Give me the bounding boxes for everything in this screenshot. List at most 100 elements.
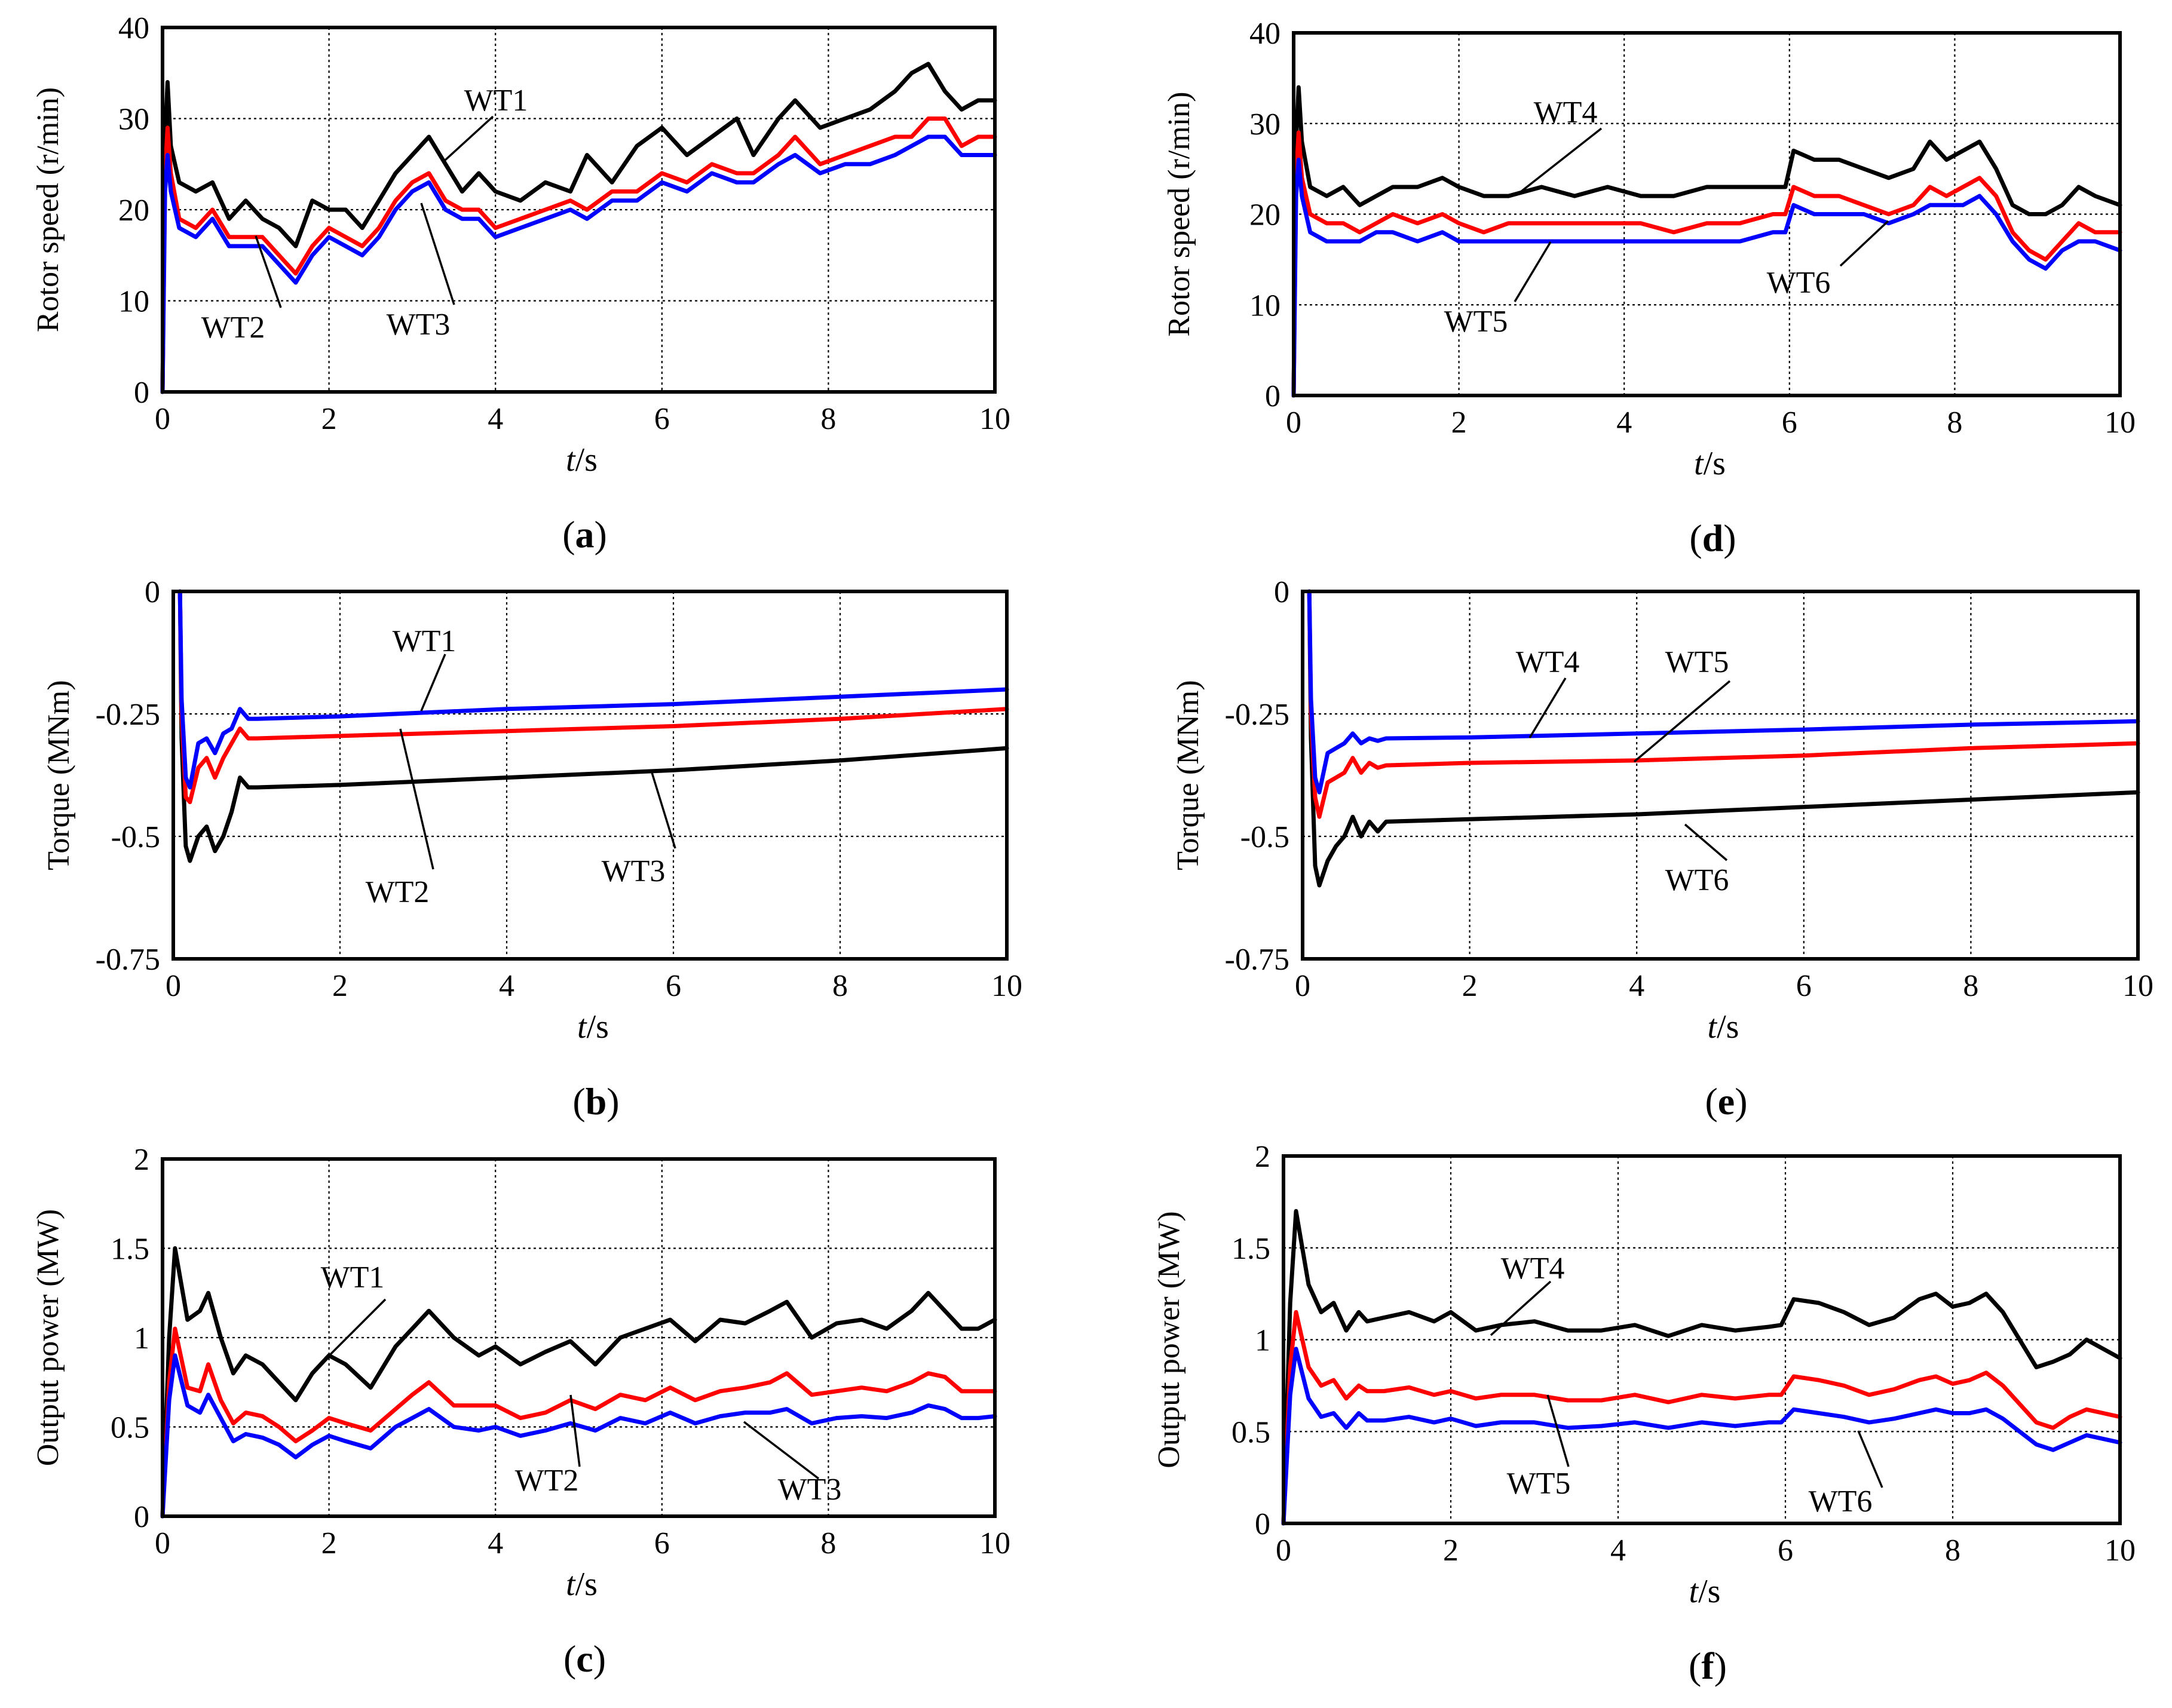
y-tick-label: 30 [1249, 108, 1280, 142]
y-tick-label: -0.75 [1225, 943, 1289, 977]
annotation-leader-line [399, 728, 434, 870]
y-axis-label: Output power (MW) [31, 1209, 65, 1466]
caption-paren-open: ( [572, 1080, 585, 1123]
x-tick-label: 0 [1286, 406, 1301, 440]
x-tick-label: 8 [832, 969, 848, 1003]
plot-frame [171, 590, 1009, 961]
caption-paren-close: ) [606, 1080, 619, 1123]
x-tick-label: 0 [1276, 1534, 1291, 1568]
series-annotation-label: WT2 [201, 311, 265, 345]
x-tick-label: 6 [1778, 1534, 1793, 1568]
x-tick-label: 8 [820, 1526, 836, 1560]
x-tick-label: 10 [979, 402, 1010, 436]
y-tick-label: -0.75 [96, 943, 160, 977]
series-annotation-label: WT4 [1501, 1252, 1565, 1286]
annotation-leader-line [1490, 1280, 1552, 1336]
caption-paren-close: ) [1723, 517, 1736, 559]
y-tick-label: 0.5 [1231, 1415, 1270, 1449]
series-line-wt5 [1307, 589, 2140, 819]
series-line-wt1 [160, 1246, 997, 1519]
y-tick-label: 2 [134, 1143, 149, 1177]
series-annotation-label: WT3 [778, 1473, 842, 1507]
x-tick-label: 6 [1782, 406, 1797, 440]
series-line-wt4 [1291, 85, 2122, 398]
y-tick-label: 40 [1249, 17, 1280, 51]
annotation-leader-line [743, 1421, 820, 1480]
x-tick-label: 6 [654, 402, 670, 436]
y-tick-label: 0 [1255, 1507, 1270, 1541]
series-annotation-label: WT5 [1665, 645, 1729, 679]
plot-frame [161, 1157, 997, 1518]
x-tick-label: 8 [1963, 969, 1978, 1003]
x-axis-label: t/s [1694, 445, 1726, 482]
caption-paren-open: ( [562, 513, 575, 556]
x-tick-label: 6 [666, 969, 681, 1003]
annotation-leader-line [1633, 680, 1731, 763]
x-tick-label: 4 [1610, 1534, 1626, 1568]
x-axis-unit: /s [1698, 1573, 1720, 1610]
y-tick-label: 0 [134, 376, 149, 410]
annotation-leader-line [650, 770, 676, 849]
chart-panel-f: 0 2 4 6 8 10 0 0.5 1 1.5 2 Output power (MW) t/s (f) W… [1152, 1140, 2136, 1687]
caption-paren-open: ( [1689, 1645, 1701, 1687]
y-tick-label: -0.5 [111, 820, 160, 854]
y-tick-label: 1 [134, 1321, 149, 1356]
series-annotation-label: WT1 [321, 1261, 385, 1295]
annotation-leader-line [569, 1394, 581, 1467]
x-tick-label: 4 [488, 402, 503, 436]
caption-paren-close: ) [593, 1638, 606, 1680]
caption-letter: a [575, 513, 595, 556]
series-annotation-label: WT2 [366, 875, 430, 909]
x-tick-label: 6 [654, 1526, 670, 1560]
series-line-wt6 [1291, 157, 2122, 398]
x-tick-label: 10 [2104, 406, 2136, 440]
series-annotation-label: WT6 [1809, 1485, 1873, 1519]
x-tick-label: 2 [1451, 406, 1467, 440]
series-annotation-label: WT1 [464, 84, 528, 118]
chart-panel-c: 0 2 4 6 8 10 0 0.5 1 1.5 2 Output power (MW) t/s (c) W… [31, 1143, 1010, 1680]
x-axis-label: t/s [566, 441, 598, 479]
annotation-leader-line [1517, 127, 1603, 195]
annotation-leader-line [420, 654, 446, 712]
x-tick-label: 0 [1295, 969, 1310, 1003]
x-tick-label: 2 [332, 969, 348, 1003]
y-tick-label: 10 [1249, 289, 1280, 323]
x-axis-variable: t [1694, 445, 1704, 482]
x-tick-label: 10 [2122, 969, 2153, 1003]
y-tick-label: 10 [118, 285, 149, 319]
x-tick-label: 0 [155, 1526, 170, 1560]
caption-paren-close: ) [1735, 1080, 1747, 1123]
x-axis-variable: t [577, 1008, 587, 1045]
annotation-leader-line [444, 115, 494, 161]
caption-letter: c [576, 1638, 593, 1680]
caption-paren-close: ) [595, 513, 607, 556]
plot-frame [1301, 590, 2140, 961]
series-annotation-label: WT1 [393, 624, 457, 658]
series-line-wt4 [1307, 589, 2140, 888]
series-line-wt5 [1291, 130, 2122, 398]
panel-caption: (c) [563, 1638, 606, 1680]
caption-letter: f [1701, 1645, 1714, 1687]
caption-paren-open: ( [1705, 1080, 1717, 1123]
x-axis-label: t/s [1689, 1573, 1721, 1610]
annotation-leader-line [1528, 677, 1567, 738]
x-axis-label: t/s [577, 1008, 609, 1045]
series-line-wt6 [1307, 589, 2140, 795]
x-tick-label: 2 [321, 402, 337, 436]
y-axis-label: Torque (MNm) [42, 680, 76, 870]
panel-caption: (e) [1705, 1080, 1747, 1123]
x-axis-variable: t [566, 1566, 576, 1603]
x-axis-variable: t [566, 441, 576, 479]
annotation-leader-line [255, 235, 282, 308]
series-line-wt2 [160, 116, 997, 394]
y-tick-label: 30 [118, 103, 149, 137]
series-line-wt3 [160, 1353, 997, 1519]
y-tick-label: 0 [145, 575, 160, 609]
y-tick-label: 0 [1265, 379, 1280, 413]
x-tick-label: 6 [1796, 969, 1812, 1003]
caption-paren-close: ) [1714, 1645, 1727, 1687]
annotation-leader-line [1839, 220, 1889, 267]
series-line-wt1 [160, 62, 997, 394]
